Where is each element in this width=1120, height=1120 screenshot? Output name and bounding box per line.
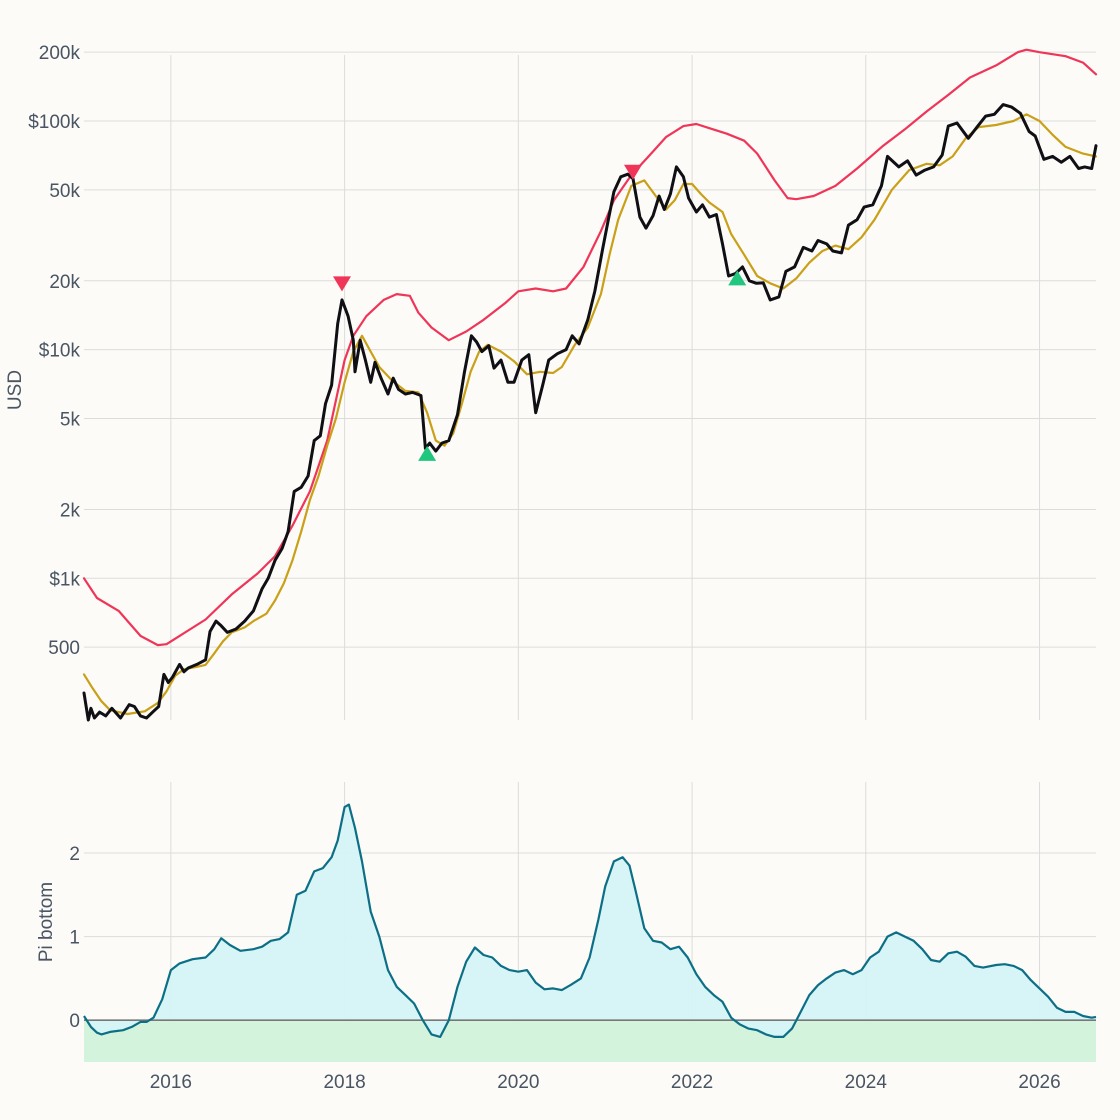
top-signal-marker	[623, 164, 642, 180]
price-y-tick-label: $10k	[39, 341, 81, 362]
x-tick-label: 2020	[497, 1072, 539, 1093]
price-y-tick-label: $1k	[49, 569, 80, 590]
top-signal-marker	[332, 276, 351, 292]
series-line-upper	[82, 48, 1098, 647]
pi-bottom-horizontal-grid	[84, 852, 1096, 938]
price-panel: 500 $1k 2k 5k $10k 20k 50k $100k 200k USD	[5, 43, 1098, 722]
x-tick-label: 2022	[671, 1072, 713, 1093]
x-axis-tick-labels: 2016 2018 2020 2022 2024 2026	[150, 1072, 1061, 1093]
bottom-signal-marker	[728, 270, 747, 286]
x-tick-label: 2024	[845, 1072, 888, 1093]
price-y-tick-label: $100k	[28, 112, 80, 133]
pi-bottom-panel: 0 1 2 Pi bottom 2016 2018 2020 2022 2024 2026	[36, 782, 1097, 1093]
pi-bottom-y-tick-labels: 0 1 2	[69, 844, 80, 1032]
x-tick-label: 2026	[1018, 1072, 1060, 1093]
price-y-tick-label: 20k	[49, 272, 80, 293]
pi-bottom-y-axis-title: Pi bottom	[36, 882, 57, 962]
series-line-lower	[82, 113, 1098, 716]
price-vertical-grid	[170, 55, 1041, 720]
price-y-tick-label: 50k	[49, 181, 80, 202]
pi-bottom-area	[83, 803, 1097, 1062]
price-y-axis-title: USD	[5, 370, 26, 410]
price-horizontal-grid	[84, 51, 1096, 648]
price-y-tick-label: 500	[48, 638, 80, 659]
price-y-tick-labels: 500 $1k 2k 5k $10k 20k 50k $100k 200k	[28, 43, 80, 659]
osc-y-tick-label: 2	[69, 844, 80, 865]
price-signal-markers	[332, 164, 747, 461]
x-tick-label: 2018	[323, 1072, 365, 1093]
osc-y-tick-label: 1	[69, 928, 80, 949]
series-line-price	[82, 103, 1098, 722]
negative-zone	[84, 1020, 1096, 1062]
price-y-tick-label: 200k	[39, 43, 81, 64]
osc-y-tick-label: 0	[69, 1011, 80, 1032]
bottom-signal-marker	[418, 445, 437, 461]
price-series-lines	[82, 48, 1098, 722]
x-tick-label: 2016	[150, 1072, 192, 1093]
price-y-tick-label: 2k	[60, 500, 81, 521]
price-y-tick-label: 5k	[60, 409, 81, 430]
pi-bottom-line	[83, 803, 1097, 1038]
pi-bottom-fill	[84, 804, 1096, 1037]
